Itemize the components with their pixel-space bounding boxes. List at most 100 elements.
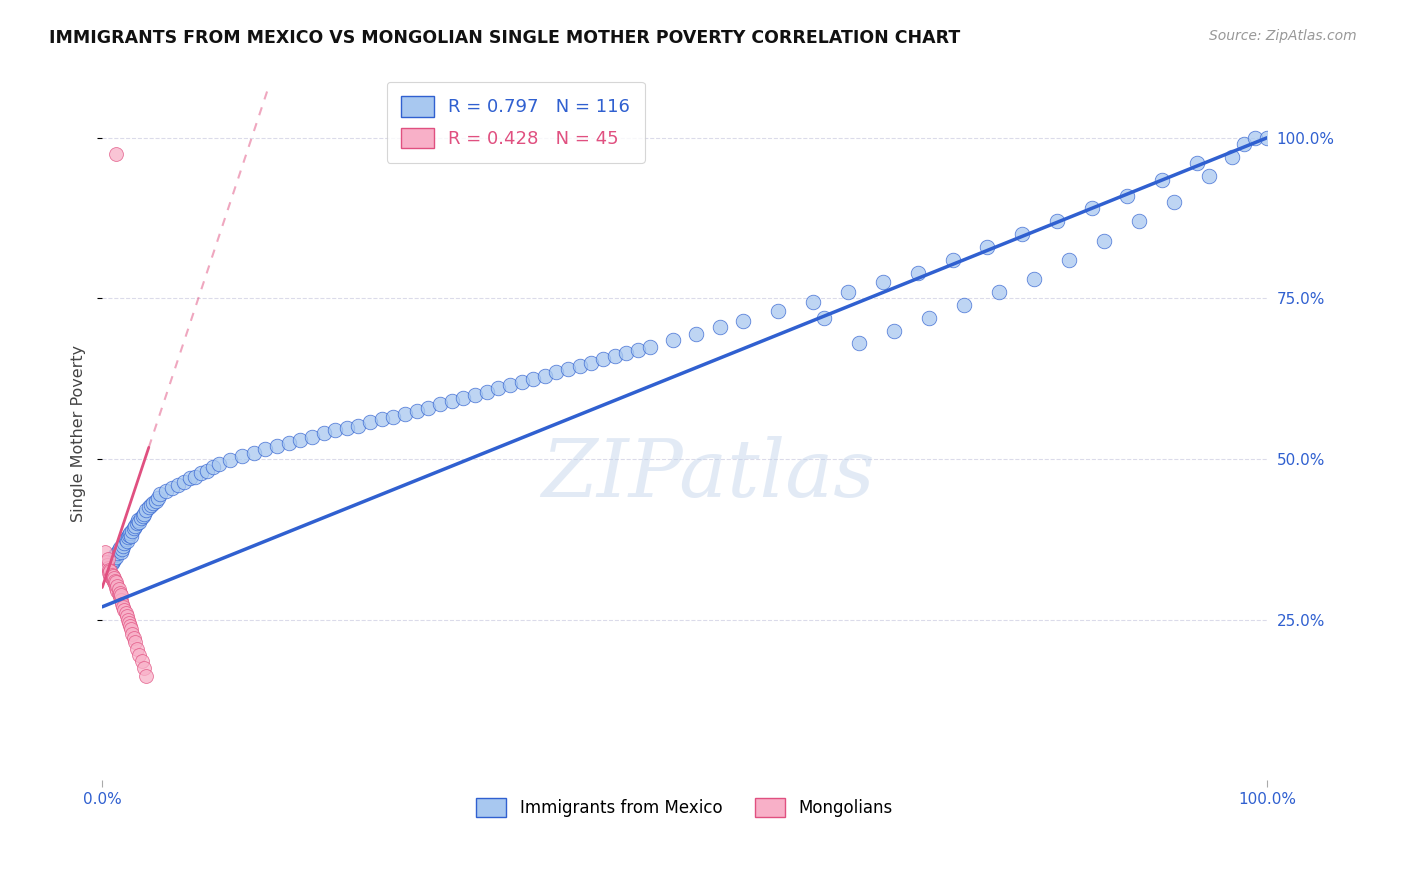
Point: [429, 397, 451, 411]
Point: [110, 588, 132, 602]
Point: [107, 543, 129, 558]
Point: [627, 343, 650, 357]
Point: [195, 464, 218, 478]
Point: [371, 412, 394, 426]
Point: [114, 533, 136, 547]
Point: [359, 415, 381, 429]
Point: [394, 407, 416, 421]
Text: Source: ZipAtlas.com: Source: ZipAtlas.com: [1209, 29, 1357, 43]
Point: [129, 511, 152, 525]
Point: [135, 669, 157, 683]
Point: [557, 362, 579, 376]
Point: [201, 459, 224, 474]
Point: [848, 336, 870, 351]
Point: [112, 539, 135, 553]
Text: ZIPatlas: ZIPatlas: [541, 436, 875, 514]
Point: [290, 433, 312, 447]
Point: [97, 561, 120, 575]
Point: [122, 521, 145, 535]
Point: [120, 525, 142, 540]
Point: [323, 423, 346, 437]
Point: [139, 498, 162, 512]
Point: [1220, 150, 1243, 164]
Point: [103, 551, 125, 566]
Point: [976, 240, 998, 254]
Point: [134, 507, 156, 521]
Point: [312, 426, 335, 441]
Point: [127, 516, 149, 531]
Point: [160, 481, 183, 495]
Point: [101, 553, 124, 567]
Point: [128, 515, 150, 529]
Point: [110, 593, 132, 607]
Point: [1057, 252, 1080, 267]
Point: [581, 356, 603, 370]
Point: [108, 585, 131, 599]
Point: [96, 558, 118, 572]
Point: [97, 558, 120, 572]
Point: [1116, 188, 1139, 202]
Point: [107, 582, 129, 596]
Point: [173, 475, 195, 489]
Point: [568, 359, 591, 373]
Point: [801, 294, 824, 309]
Point: [105, 146, 128, 161]
Point: [155, 484, 177, 499]
Point: [184, 470, 207, 484]
Point: [231, 449, 253, 463]
Text: IMMIGRANTS FROM MEXICO VS MONGOLIAN SINGLE MOTHER POVERTY CORRELATION CHART: IMMIGRANTS FROM MEXICO VS MONGOLIAN SING…: [49, 29, 960, 46]
Point: [128, 648, 150, 662]
Point: [1233, 137, 1256, 152]
Point: [100, 571, 122, 585]
Point: [219, 453, 242, 467]
Point: [104, 574, 127, 588]
Point: [114, 606, 136, 620]
Point: [105, 583, 128, 598]
Point: [277, 436, 299, 450]
Point: [464, 388, 486, 402]
Point: [149, 487, 172, 501]
Point: [117, 530, 139, 544]
Point: [98, 566, 121, 581]
Point: [382, 410, 405, 425]
Y-axis label: Single Mother Poverty: Single Mother Poverty: [72, 345, 86, 522]
Point: [1198, 169, 1220, 184]
Point: [115, 534, 138, 549]
Point: [190, 466, 212, 480]
Point: [418, 401, 440, 415]
Point: [546, 365, 568, 379]
Point: [301, 429, 323, 443]
Point: [120, 529, 142, 543]
Point: [1152, 172, 1174, 186]
Point: [120, 622, 142, 636]
Point: [118, 528, 141, 542]
Point: [1046, 214, 1069, 228]
Point: [127, 513, 149, 527]
Point: [112, 535, 135, 549]
Point: [132, 508, 155, 523]
Point: [662, 333, 685, 347]
Point: [105, 546, 128, 560]
Point: [1081, 202, 1104, 216]
Point: [105, 549, 128, 564]
Point: [105, 575, 128, 590]
Point: [872, 276, 894, 290]
Point: [1092, 234, 1115, 248]
Point: [486, 381, 509, 395]
Point: [103, 575, 125, 590]
Point: [115, 609, 138, 624]
Point: [1022, 272, 1045, 286]
Point: [110, 545, 132, 559]
Point: [121, 627, 143, 641]
Point: [336, 421, 359, 435]
Point: [117, 613, 139, 627]
Point: [108, 590, 131, 604]
Point: [453, 391, 475, 405]
Point: [112, 603, 135, 617]
Point: [534, 368, 557, 383]
Point: [837, 285, 859, 299]
Point: [108, 541, 131, 555]
Point: [179, 471, 201, 485]
Point: [208, 457, 231, 471]
Point: [907, 266, 929, 280]
